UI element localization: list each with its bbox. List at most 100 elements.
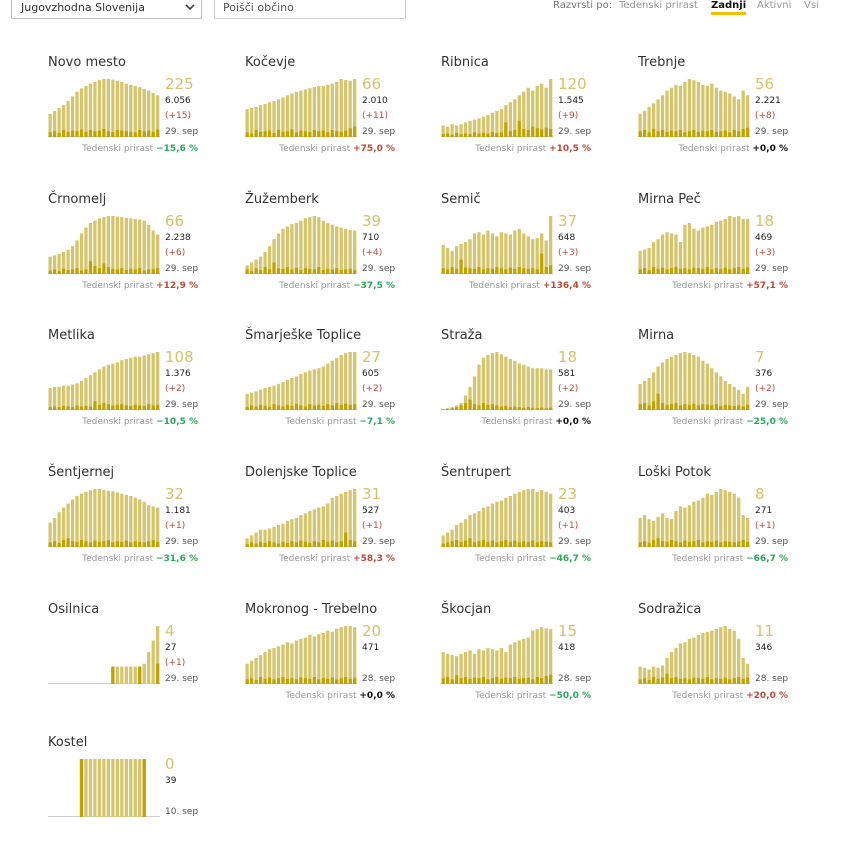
- last-update-date: 28. sep: [558, 674, 592, 684]
- sparkline-area-column: [249, 660, 254, 684]
- municipality-card[interactable]: Šentrupert 23 403 (+1) 29. sep Tedenski prira…: [441, 465, 631, 585]
- sparkline-daily-bar: [710, 541, 714, 547]
- sparkline-daily-bar: [344, 532, 348, 547]
- sparkline-daily-bar: [441, 268, 445, 274]
- sparkline-area-column: [61, 385, 66, 410]
- sparkline-area-column: [472, 653, 477, 684]
- weekly-growth-label: Tedenski prirast: [475, 144, 547, 154]
- sparkline-daily-bar: [249, 133, 254, 137]
- sparkline-daily-bar: [344, 403, 348, 410]
- weekly-growth-value: −50,0 %: [549, 691, 591, 701]
- sparkline-area-column: [106, 759, 111, 817]
- sparkline-area-column: [504, 233, 508, 274]
- last-update-date: 29. sep: [558, 537, 592, 547]
- municipality-card[interactable]: Mirna 7 376 (+2) 29. sep Tedenski prirast −25…: [638, 328, 828, 448]
- last-update-date: 29. sep: [362, 264, 396, 274]
- sparkline-daily-bar: [746, 267, 750, 274]
- sort-option-active[interactable]: Aktivni: [757, 0, 792, 11]
- sparkline-area-column: [463, 122, 468, 137]
- municipality-card[interactable]: Mokronog - Trebelno 20 471 28. sep Tedenski …: [245, 602, 435, 722]
- sparkline-area-column: [124, 83, 128, 137]
- sparkline-area-column: [486, 648, 490, 684]
- municipality-card[interactable]: Kostel 0 39 10. sep: [48, 735, 238, 855]
- sparkline-daily-bar: [454, 407, 459, 410]
- sparkline-daily-bar: [705, 267, 709, 274]
- sparkline-area-column: [477, 232, 481, 274]
- sparkline-area-column: [294, 518, 299, 547]
- sparkline-daily-bar: [669, 540, 674, 547]
- sparkline-chart: [441, 627, 553, 684]
- sort-option-all[interactable]: Vsi: [804, 0, 819, 11]
- sparkline-daily-bar: [57, 542, 61, 547]
- sparkline-daily-bar: [719, 268, 723, 274]
- municipality-card[interactable]: Sodražica 11 346 28. sep Tedenski prirast +2…: [638, 602, 828, 722]
- sparkline-area-column: [129, 759, 133, 817]
- sparkline-area-column: [344, 626, 348, 684]
- municipality-name: Dolenjske Toplice: [245, 465, 357, 480]
- municipality-card[interactable]: Semič 37 648 (+3) 29. sep Tedenski prirast +1…: [441, 192, 631, 312]
- sparkline-daily-bar: [299, 677, 303, 684]
- municipality-card[interactable]: Loški Potok 8 271 (+1) 29. sep Tedenski prira…: [638, 465, 828, 585]
- sparkline-area-column: [61, 507, 66, 547]
- municipality-card[interactable]: Mirna Peč 18 469 (+3) 29. sep Tedenski priras…: [638, 192, 828, 312]
- sparkline-daily-bar: [454, 268, 459, 274]
- sort-option-weekly-growth[interactable]: Tedenski prirast: [619, 0, 698, 11]
- sparkline-daily-bar: [88, 406, 93, 410]
- sparkline-daily-bar: [728, 405, 732, 410]
- total-cases: 2.010: [362, 96, 388, 106]
- sparkline-daily-bar: [120, 541, 124, 547]
- sparkline-daily-bar: [508, 407, 512, 410]
- sparkline-area-column: [97, 489, 102, 547]
- sparkline-area-column: [285, 642, 290, 684]
- municipality-card[interactable]: Žužemberk 39 710 (+4) 29. sep Tedenski priras…: [245, 192, 435, 312]
- municipality-card[interactable]: Šmarješke Toplice 27 605 (+2) 29. sep Tedensk…: [245, 328, 435, 448]
- municipality-card[interactable]: Šentjernej 32 1.181 (+1) 29. sep Tedenski pri…: [48, 465, 238, 585]
- sparkline-daily-bar: [84, 541, 88, 547]
- sparkline-area-column: [495, 236, 499, 274]
- sparkline-daily-bar: [701, 678, 705, 684]
- municipality-card[interactable]: Kočevje 66 2.010 (+11) 29. sep Tedenski prira…: [245, 55, 435, 175]
- sparkline-daily-bar: [93, 401, 97, 410]
- sparkline-area-column: [156, 234, 160, 274]
- sparkline-chart: [48, 489, 160, 547]
- sparkline-daily-bar: [495, 677, 499, 684]
- sparkline-daily-bar: [665, 404, 669, 410]
- municipality-card[interactable]: Črnomelj 66 2.238 (+6) 29. sep Tedenski prira…: [48, 192, 238, 312]
- municipality-card[interactable]: Dolenjske Toplice 31 527 (+1) 29. sep Tedensk…: [245, 465, 435, 585]
- sparkline-area-column: [526, 236, 530, 274]
- sparkline-area-column: [660, 234, 665, 274]
- sparkline-area-column: [285, 379, 290, 410]
- sparkline-daily-bar: [678, 268, 683, 274]
- sparkline-daily-bar: [531, 268, 535, 274]
- municipality-card[interactable]: Škocjan 15 418 28. sep Tedenski prirast −50,…: [441, 602, 631, 722]
- weekly-growth: Tedenski prirast −31,6 %: [48, 554, 198, 564]
- last-update-date: 29. sep: [165, 264, 199, 274]
- municipality-card[interactable]: Trebnje 56 2.221 (+8) 29. sep Tedenski priras…: [638, 55, 828, 175]
- municipality-card[interactable]: Novo mesto 225 6.056 (+15) 29. sep Tedenski p…: [48, 55, 238, 175]
- sparkline-area-column: [93, 759, 97, 817]
- sparkline-daily-bar: [710, 269, 714, 274]
- sparkline-daily-bar: [522, 407, 526, 410]
- sparkline-daily-bar: [249, 542, 254, 547]
- total-cases: 648: [558, 233, 576, 243]
- sparkline-daily-bar: [450, 134, 454, 137]
- sparkline-daily-bar: [61, 540, 66, 547]
- sparkline-area-column: [728, 93, 732, 137]
- municipality-card[interactable]: Straža 18 581 (+2) 29. sep Tedenski prirast +…: [441, 328, 631, 448]
- sparkline-daily-bar: [281, 406, 285, 410]
- municipality-card[interactable]: Metlika 108 1.376 (+2) 29. sep Tedenski prira…: [48, 328, 238, 448]
- municipality-card[interactable]: Osilnica 4 27 (+1) 29. sep: [48, 602, 238, 722]
- active-cases: 39: [362, 212, 382, 230]
- sort-option-latest[interactable]: Zadnji: [711, 0, 747, 15]
- weekly-growth: Tedenski prirast −7,1 %: [245, 417, 395, 427]
- active-cases: 56: [755, 75, 775, 93]
- sparkline-area-column: [111, 79, 115, 137]
- region-select[interactable]: Jugovzhodna Slovenija: [11, 0, 202, 19]
- sparkline-daily-bar: [276, 130, 281, 137]
- municipality-card[interactable]: Ribnica 120 1.545 (+9) 29. sep Tedenski prira…: [441, 55, 631, 175]
- sparkline-daily-bar: [504, 122, 508, 137]
- weekly-growth-label: Tedenski prirast: [279, 281, 351, 291]
- sparkline-daily-bar: [254, 543, 258, 547]
- sparkline-daily-bar: [142, 759, 146, 817]
- municipality-search-input[interactable]: Poišči občino: [214, 0, 406, 19]
